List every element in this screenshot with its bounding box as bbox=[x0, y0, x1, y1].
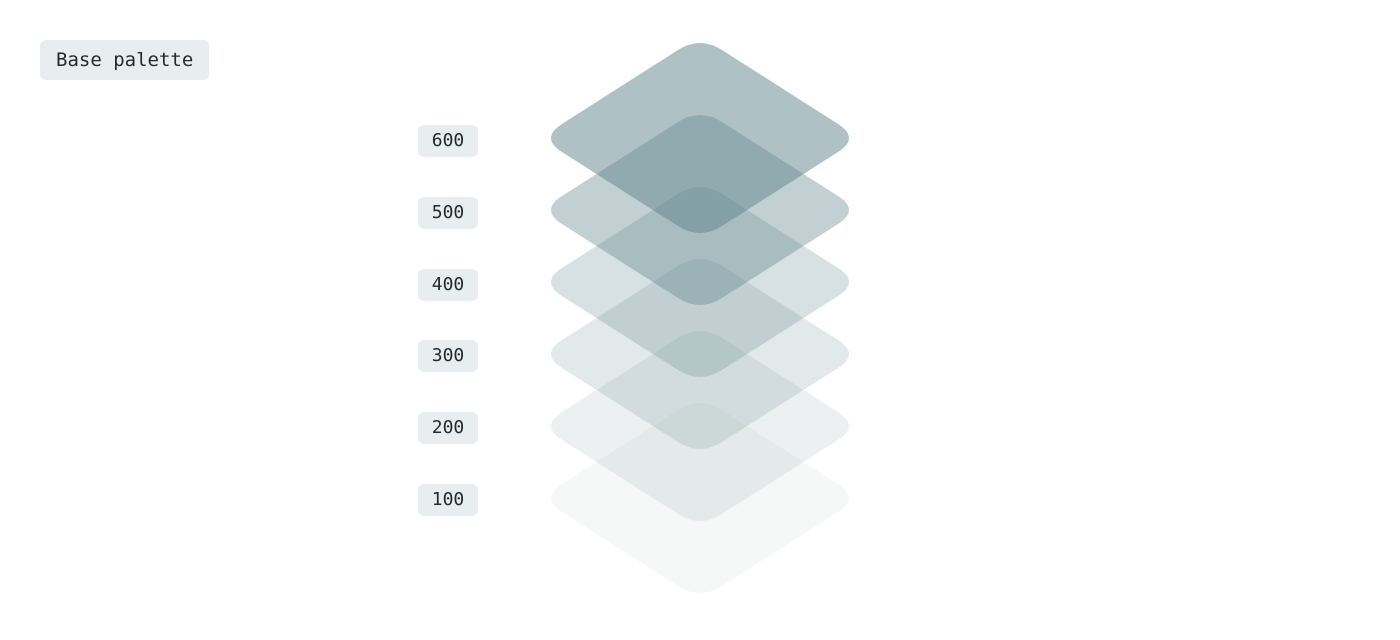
level-label-100: 100 bbox=[418, 484, 478, 516]
layer-200-shape bbox=[551, 331, 849, 521]
level-label-500: 500 bbox=[418, 197, 478, 229]
palette-title: Base palette bbox=[40, 40, 210, 80]
layer-300-shape bbox=[551, 259, 849, 449]
level-label-300: 300 bbox=[418, 340, 478, 372]
level-label-600: 600 bbox=[418, 125, 478, 157]
layer-400-shape bbox=[551, 187, 849, 377]
layer-600-shape bbox=[551, 43, 849, 233]
level-label-400: 400 bbox=[418, 269, 478, 301]
level-label-200: 200 bbox=[418, 412, 478, 444]
layer-100-shape bbox=[551, 403, 849, 593]
